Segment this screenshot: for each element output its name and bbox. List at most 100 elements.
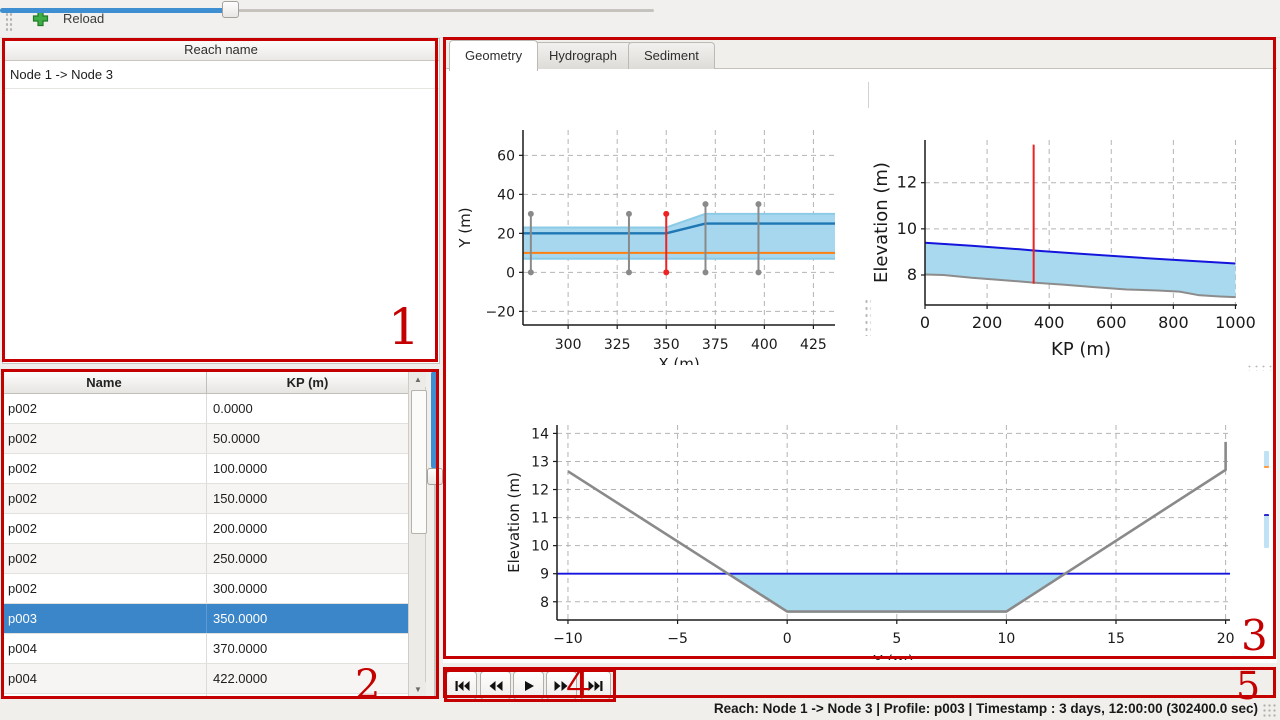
svg-text:425: 425	[800, 337, 827, 353]
table-row[interactable]: p002 100.0000	[2, 454, 408, 484]
svg-text:10: 10	[997, 631, 1015, 647]
svg-text:12: 12	[531, 483, 549, 499]
cell-name[interactable]: p002	[2, 544, 207, 573]
cell-name[interactable]: p002	[2, 574, 207, 603]
cell-kp[interactable]: 50.0000	[213, 431, 260, 446]
tab-geometry[interactable]: Geometry	[449, 40, 539, 71]
table-row[interactable]: p002 150.0000	[2, 484, 408, 514]
cell-name[interactable]: p002	[2, 484, 207, 513]
cell-name[interactable]: p002	[2, 454, 207, 483]
svg-text:400: 400	[1034, 313, 1065, 332]
cell-kp[interactable]: 350.0000	[213, 611, 268, 626]
column-header-kp[interactable]: KP (m)	[286, 375, 329, 390]
svg-text:Y (m): Y (m)	[872, 652, 913, 660]
toolbar-separator	[868, 82, 869, 108]
cell-name[interactable]: p004	[2, 664, 207, 693]
cell-kp[interactable]: 370.0000	[213, 641, 268, 656]
cross-section-figure[interactable]: −10 −5 0 5 10 15 20 8 9 10 11 12 13 14 Y (m) Elevation …	[452, 368, 1274, 660]
collapsed-plot-sliver	[1264, 514, 1269, 548]
reach-list-header: Reach name	[3, 39, 439, 61]
vslider-track[interactable]	[434, 371, 437, 698]
svg-text:X (m): X (m)	[658, 355, 699, 365]
scrollbar-down-arrow[interactable]: ▼	[410, 682, 426, 697]
table-row[interactable]: p002 0.0000	[2, 394, 408, 424]
reload-button[interactable]: Reload	[24, 4, 112, 32]
cross_section-plot: −10 −5 0 5 10 15 20 8 9 10 11 12 13 14 Y (m) Elevation …	[505, 425, 1235, 660]
toolbar-drag-handle[interactable]	[5, 7, 14, 31]
svg-text:10: 10	[897, 219, 917, 238]
svg-text:20: 20	[1217, 631, 1235, 647]
profile-vertical-slider[interactable]	[427, 371, 443, 698]
time-slider-track[interactable]	[0, 9, 654, 12]
profile-table-body: p002 0.0000 p002 50.0000 p002 100.0000 p002 150…	[2, 394, 408, 699]
cell-name[interactable]: p002	[2, 424, 207, 453]
skip-to-start-icon	[455, 680, 469, 691]
svg-text:0: 0	[783, 631, 792, 647]
status-text: Reach: Node 1 -> Node 3 | Profile: p003 …	[713, 701, 1258, 716]
reach-row[interactable]: Node 1 -> Node 3	[3, 61, 439, 89]
reach-list-panel: Reach name Node 1 -> Node 3	[2, 38, 440, 364]
table-row[interactable]: p002 250.0000	[2, 544, 408, 574]
horizontal-splitter-handle[interactable]	[1246, 364, 1272, 371]
cell-kp[interactable]: 422.0000	[213, 671, 268, 686]
cell-kp[interactable]: 250.0000	[213, 551, 268, 566]
svg-text:5: 5	[892, 631, 901, 647]
time-slider[interactable]	[0, 0, 654, 20]
table-row[interactable]: p002 300.0000	[2, 574, 408, 604]
skip-to-end-button[interactable]	[580, 671, 611, 700]
cell-name[interactable]: p004	[2, 634, 207, 663]
cell-name[interactable]: p002	[2, 394, 207, 423]
svg-text:Elevation (m): Elevation (m)	[872, 162, 892, 283]
svg-text:40: 40	[497, 187, 515, 203]
svg-text:−5: −5	[667, 631, 688, 647]
svg-text:11: 11	[531, 511, 549, 527]
reach-list: Node 1 -> Node 3	[3, 61, 439, 89]
vertical-splitter-handle[interactable]	[864, 298, 871, 336]
play-icon	[525, 680, 534, 691]
cell-kp[interactable]: 100.0000	[213, 461, 268, 476]
scrollbar-thumb[interactable]	[411, 390, 427, 534]
table-row[interactable]: p003 350.0000	[2, 604, 408, 634]
svg-text:−10: −10	[553, 631, 583, 647]
rewind-button[interactable]	[480, 671, 511, 700]
cell-name[interactable]: p002	[2, 514, 207, 543]
vslider-handle[interactable]	[427, 468, 443, 486]
cell-name[interactable]: p003	[2, 604, 207, 633]
svg-text:1000: 1000	[1215, 313, 1256, 332]
fast-forward-icon	[554, 680, 568, 691]
long_profile-plot: 0 200 400 600 800 1000 8 10 12 KP (m) Elevation (m…	[872, 140, 1256, 360]
scrollbar-up-arrow[interactable]: ▲	[410, 372, 426, 387]
column-header-name[interactable]: Name	[2, 372, 207, 393]
table-row[interactable]: p002 200.0000	[2, 514, 408, 544]
svg-text:10: 10	[531, 539, 549, 555]
skip-to-start-button[interactable]	[446, 671, 477, 700]
plan-view-figure[interactable]: 300 325 350 375 400 425 −20 0 20 40 60 X (m) Y (m)	[455, 73, 865, 365]
svg-text:8: 8	[540, 595, 549, 611]
svg-text:300: 300	[555, 337, 582, 353]
cell-kp[interactable]: 200.0000	[213, 521, 268, 536]
svg-text:0: 0	[920, 313, 930, 332]
status-bar: Reach: Node 1 -> Node 3 | Profile: p003 …	[0, 699, 1280, 720]
play-button[interactable]	[513, 671, 544, 700]
table-row[interactable]: p002 50.0000	[2, 424, 408, 454]
cell-kp[interactable]: 0.0000	[213, 401, 253, 416]
svg-text:13: 13	[531, 454, 549, 470]
svg-text:325: 325	[604, 337, 631, 353]
collapsed-plot-sliver	[1264, 451, 1269, 468]
tab-hydrograph[interactable]: Hydrograph	[533, 42, 633, 69]
cell-kp[interactable]: 300.0000	[213, 581, 268, 596]
table-scrollbar[interactable]: ▲ ▼	[408, 371, 427, 698]
long-profile-figure[interactable]: 0 200 400 600 800 1000 8 10 12 KP (m) Elevation (m…	[872, 73, 1272, 365]
fast-forward-button[interactable]	[546, 671, 577, 700]
svg-text:12: 12	[897, 173, 917, 192]
cell-kp[interactable]: 150.0000	[213, 491, 268, 506]
svg-text:0: 0	[506, 265, 515, 281]
profile-table-panel: Name KP (m) p002 0.0000 p002 50.0000 p002 100…	[1, 371, 409, 700]
tab-sediment[interactable]: Sediment	[628, 42, 715, 69]
table-row[interactable]: p004 422.0000	[2, 664, 408, 694]
svg-text:20: 20	[497, 226, 515, 242]
resize-grip[interactable]	[1262, 703, 1278, 717]
table-row[interactable]: p004 370.0000	[2, 634, 408, 664]
time-slider-handle[interactable]	[222, 1, 240, 18]
rewind-icon	[489, 680, 503, 691]
